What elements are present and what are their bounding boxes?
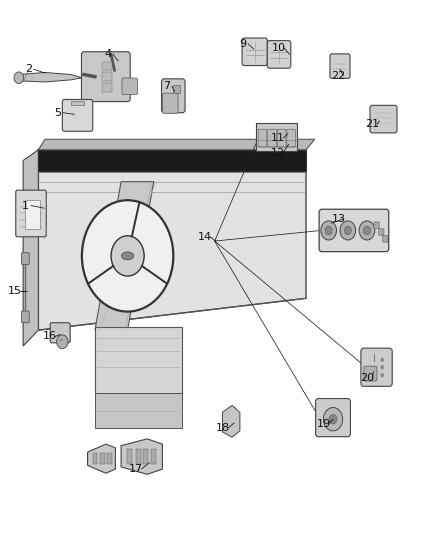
Circle shape [323,408,343,431]
Circle shape [381,373,384,377]
Text: 11: 11 [271,133,285,143]
Circle shape [57,335,68,349]
Text: 22: 22 [331,70,345,80]
FancyBboxPatch shape [268,129,276,147]
Circle shape [359,221,375,240]
Polygon shape [39,139,315,150]
Bar [143,449,148,464]
Circle shape [381,365,384,369]
Polygon shape [88,444,116,473]
Polygon shape [95,182,154,330]
FancyBboxPatch shape [162,79,185,113]
FancyBboxPatch shape [122,78,138,94]
FancyBboxPatch shape [62,100,93,131]
Bar [102,62,112,70]
Polygon shape [18,72,82,82]
Text: 10: 10 [272,43,286,53]
Bar [107,453,112,464]
Text: 9: 9 [240,39,247,49]
FancyBboxPatch shape [379,229,384,235]
Polygon shape [121,439,162,474]
FancyBboxPatch shape [267,41,291,68]
FancyBboxPatch shape [21,253,29,264]
Bar [71,101,84,106]
Polygon shape [23,150,39,346]
FancyBboxPatch shape [16,190,46,237]
Polygon shape [39,150,306,330]
Bar [127,449,132,464]
Ellipse shape [121,252,134,260]
Text: 2: 2 [25,64,32,74]
FancyBboxPatch shape [287,129,296,147]
Text: 12: 12 [271,148,285,158]
FancyBboxPatch shape [277,129,286,147]
FancyBboxPatch shape [316,399,350,437]
Text: 19: 19 [316,419,331,429]
Polygon shape [95,327,182,394]
FancyBboxPatch shape [258,129,267,147]
Bar [93,453,97,464]
Text: 5: 5 [54,108,61,118]
FancyBboxPatch shape [242,38,267,66]
FancyBboxPatch shape [319,209,389,252]
Polygon shape [256,123,297,151]
FancyBboxPatch shape [374,222,379,228]
Text: 4: 4 [104,50,112,59]
Text: 1: 1 [22,200,29,211]
FancyBboxPatch shape [330,54,350,78]
Text: 20: 20 [360,373,374,383]
Circle shape [344,226,351,235]
Text: 15: 15 [7,286,21,296]
Circle shape [82,200,173,312]
Text: 17: 17 [129,464,143,474]
Text: 7: 7 [163,81,170,91]
Polygon shape [39,150,306,171]
FancyBboxPatch shape [370,106,397,133]
Circle shape [364,226,371,235]
Bar [102,72,112,81]
FancyBboxPatch shape [21,311,29,322]
Bar [173,85,180,93]
Text: 16: 16 [43,332,57,342]
Bar [151,449,156,464]
Circle shape [329,415,337,424]
Text: 21: 21 [365,119,379,130]
Circle shape [381,358,384,362]
Circle shape [325,226,332,235]
FancyBboxPatch shape [162,93,178,114]
FancyBboxPatch shape [50,322,70,343]
FancyBboxPatch shape [361,348,392,386]
Text: 14: 14 [198,232,212,242]
Text: 13: 13 [332,214,346,224]
FancyBboxPatch shape [383,236,388,242]
Bar [102,83,112,92]
Bar [100,453,105,464]
Polygon shape [223,406,240,437]
Circle shape [321,221,336,240]
FancyBboxPatch shape [364,366,377,381]
Polygon shape [95,393,182,428]
Bar [25,200,40,229]
Circle shape [111,236,144,276]
Text: 18: 18 [216,423,230,433]
FancyBboxPatch shape [81,52,130,102]
Circle shape [340,221,356,240]
Ellipse shape [14,72,24,84]
Bar [136,449,141,464]
